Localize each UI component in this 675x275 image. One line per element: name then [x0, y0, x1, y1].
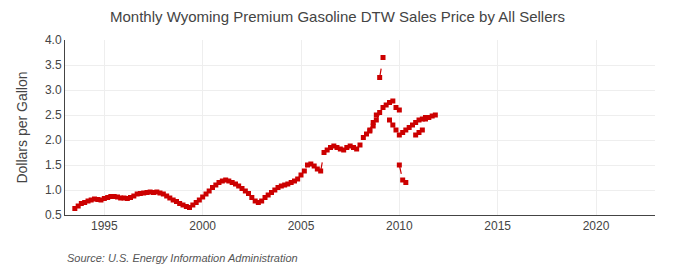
svg-text:2000: 2000 — [189, 219, 216, 233]
svg-text:4.0: 4.0 — [45, 33, 62, 47]
svg-text:0.5: 0.5 — [45, 208, 62, 222]
svg-text:Source: U.S. Energy Informatio: Source: U.S. Energy Information Administ… — [67, 252, 298, 264]
svg-text:Monthly Wyoming Premium Gasoli: Monthly Wyoming Premium Gasoline DTW Sal… — [110, 8, 565, 25]
svg-text:1995: 1995 — [91, 219, 118, 233]
svg-text:3.0: 3.0 — [45, 83, 62, 97]
svg-text:2005: 2005 — [288, 219, 315, 233]
svg-text:Dollars per Gallon: Dollars per Gallon — [14, 71, 30, 183]
svg-text:2015: 2015 — [484, 219, 511, 233]
svg-text:2010: 2010 — [386, 219, 413, 233]
svg-text:1.5: 1.5 — [45, 158, 62, 172]
svg-text:2.5: 2.5 — [45, 108, 62, 122]
svg-text:2.0: 2.0 — [45, 133, 62, 147]
svg-text:3.5: 3.5 — [45, 58, 62, 72]
svg-text:2020: 2020 — [583, 219, 610, 233]
svg-text:1.0: 1.0 — [45, 183, 62, 197]
